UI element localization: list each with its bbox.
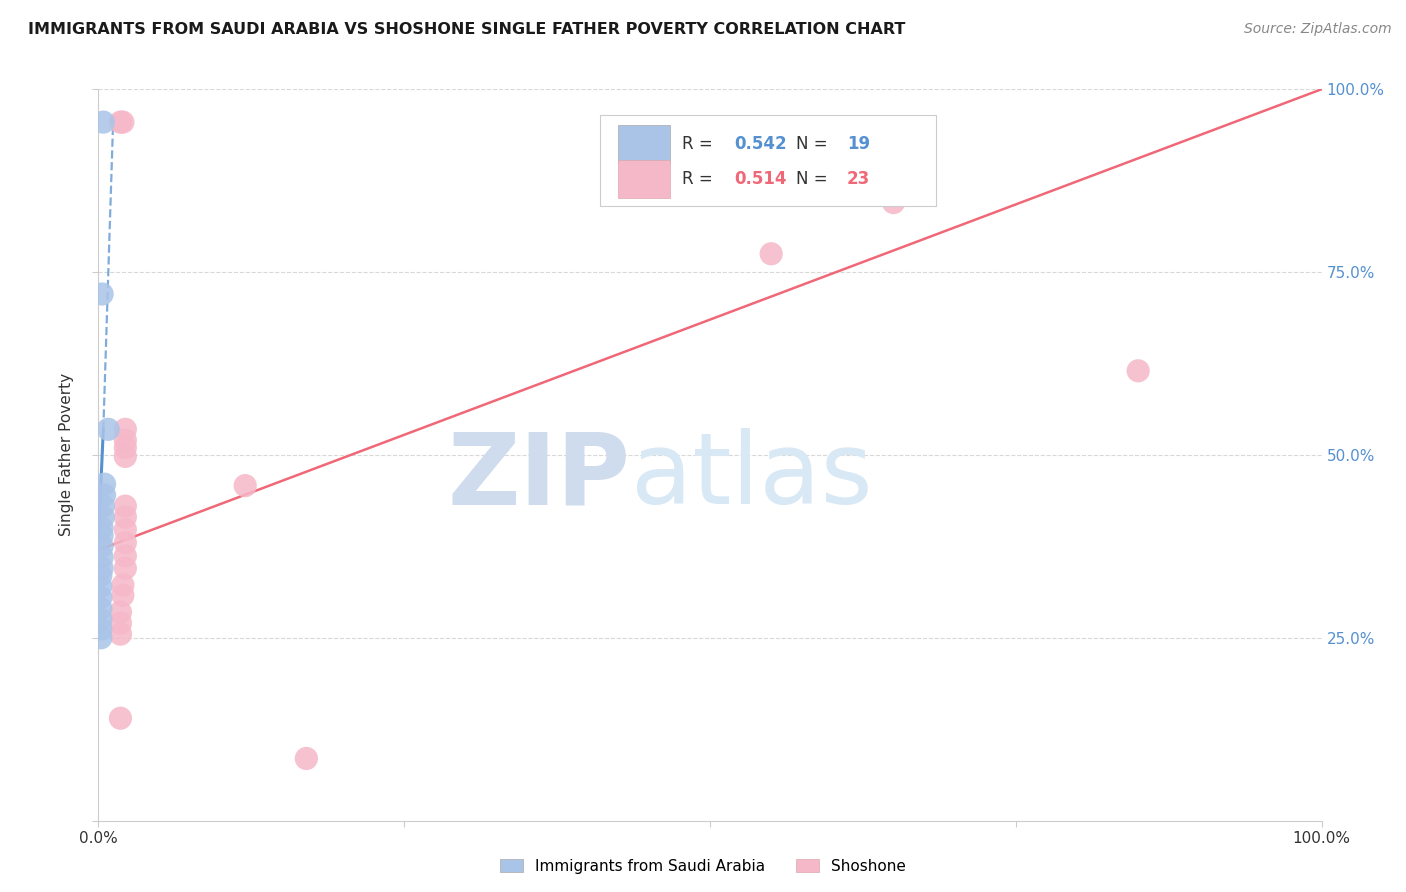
Text: IMMIGRANTS FROM SAUDI ARABIA VS SHOSHONE SINGLE FATHER POVERTY CORRELATION CHART: IMMIGRANTS FROM SAUDI ARABIA VS SHOSHONE… — [28, 22, 905, 37]
Point — [97, 422, 120, 436]
Point — [91, 539, 114, 553]
Point — [110, 627, 132, 641]
Point — [114, 434, 136, 448]
Text: R =: R = — [682, 135, 718, 153]
Point — [90, 622, 112, 636]
Point — [90, 580, 112, 594]
Point — [93, 488, 115, 502]
Point — [90, 631, 112, 645]
Point — [114, 535, 136, 549]
Text: R =: R = — [682, 170, 718, 188]
Y-axis label: Single Father Poverty: Single Father Poverty — [59, 374, 75, 536]
Point — [111, 578, 134, 592]
Point — [1128, 364, 1150, 378]
Point — [114, 523, 136, 537]
Point — [90, 613, 112, 627]
Point — [110, 616, 132, 631]
Point — [91, 510, 114, 524]
Point — [114, 510, 136, 524]
FancyBboxPatch shape — [619, 160, 669, 198]
Point — [883, 195, 905, 210]
Point — [93, 477, 115, 491]
Text: 0.542: 0.542 — [734, 135, 787, 153]
Point — [233, 478, 256, 492]
FancyBboxPatch shape — [619, 125, 669, 162]
Point — [110, 115, 132, 129]
Point — [110, 605, 132, 619]
Point — [90, 568, 112, 582]
Point — [110, 711, 132, 725]
Point — [90, 591, 112, 605]
FancyBboxPatch shape — [600, 115, 936, 206]
Point — [114, 422, 136, 436]
Point — [114, 549, 136, 563]
Point — [91, 521, 114, 535]
Point — [111, 588, 134, 602]
Point — [91, 115, 114, 129]
Point — [114, 499, 136, 513]
Point — [90, 601, 112, 615]
Text: N =: N = — [796, 170, 832, 188]
Text: 0.514: 0.514 — [734, 170, 787, 188]
Point — [114, 441, 136, 455]
Point — [91, 561, 114, 575]
Legend: Immigrants from Saudi Arabia, Shoshone: Immigrants from Saudi Arabia, Shoshone — [494, 853, 912, 880]
Text: 19: 19 — [846, 135, 870, 153]
Point — [295, 751, 318, 765]
Text: atlas: atlas — [630, 428, 872, 525]
Point — [761, 246, 783, 260]
Text: N =: N = — [796, 135, 832, 153]
Point — [114, 450, 136, 464]
Point — [91, 287, 114, 301]
Text: 23: 23 — [846, 170, 870, 188]
Point — [91, 499, 114, 513]
Text: Source: ZipAtlas.com: Source: ZipAtlas.com — [1244, 22, 1392, 37]
Point — [91, 528, 114, 542]
Text: ZIP: ZIP — [447, 428, 630, 525]
Point — [91, 550, 114, 565]
Point — [114, 561, 136, 575]
Point — [111, 115, 134, 129]
